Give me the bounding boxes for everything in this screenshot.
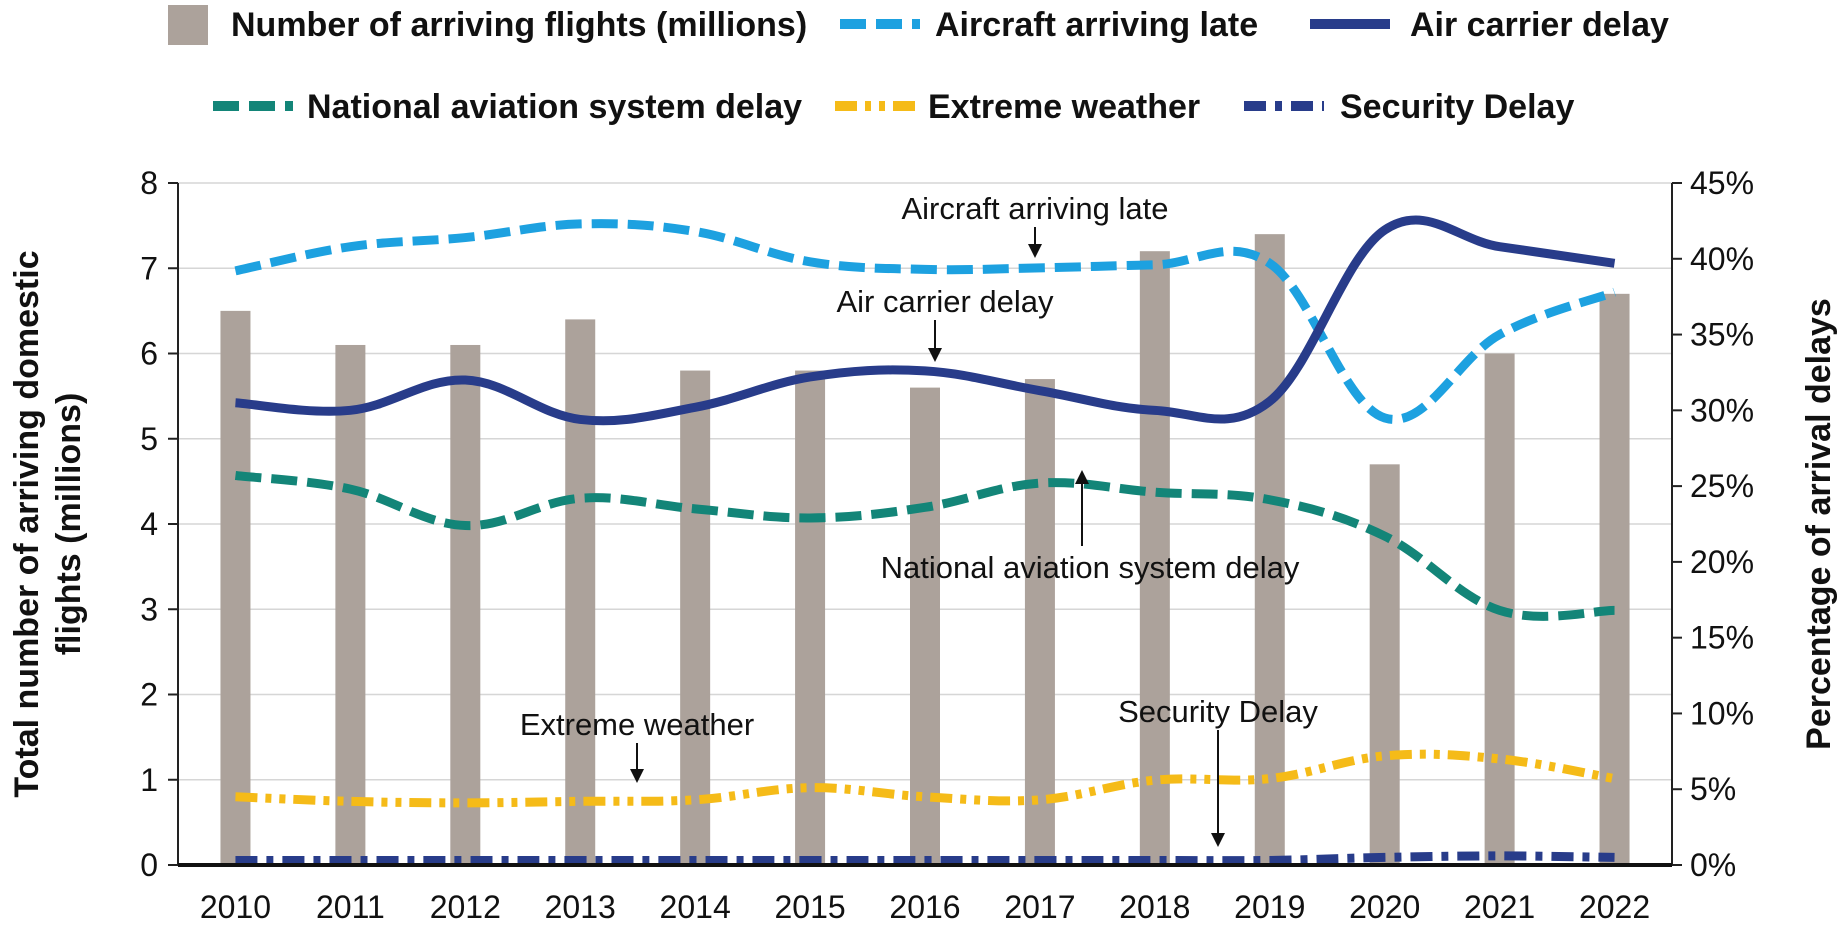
y-right-axis-title: Percentage of arrival delays (1800, 298, 1838, 750)
annotation-arrowhead (1028, 244, 1042, 258)
bar-2019 (1254, 234, 1285, 865)
annotation-arrowhead (1075, 470, 1089, 484)
y-right-tick-label: 35% (1690, 317, 1754, 353)
y-left-tick-label: 6 (140, 336, 158, 372)
bar-2015 (795, 370, 826, 865)
annotation-label: Security Delay (1118, 694, 1318, 729)
y-right-tick-label: 15% (1690, 620, 1754, 656)
y-left-tick-label: 3 (140, 591, 158, 627)
x-tick-label: 2022 (1579, 889, 1650, 925)
series-line-aircraft-arriving-late (234, 219, 1617, 424)
series-line-national-aviation-system-delay (234, 471, 1615, 621)
y-right-tick-label: 0% (1690, 847, 1736, 883)
bar-2010 (220, 310, 251, 865)
y-left-tick-label: 0 (140, 847, 158, 883)
bar-2016 (910, 387, 940, 865)
annotation-arrowhead (1211, 833, 1225, 847)
x-tick-label: 2018 (1119, 889, 1190, 925)
y-right-tick-label: 5% (1690, 771, 1736, 807)
y-left-tick-label: 1 (140, 762, 158, 798)
annotation-label: Aircraft arriving late (901, 191, 1168, 226)
legend-label: National aviation system delay (307, 88, 802, 126)
bar-2018 (1139, 251, 1170, 865)
annotation-arrowhead (928, 348, 942, 362)
x-tick-label: 2017 (1004, 889, 1075, 925)
x-tick-label: 2011 (316, 889, 385, 925)
bar-series (220, 234, 1630, 866)
y-left-tick-label: 7 (140, 250, 158, 286)
x-tick-label: 2021 (1464, 889, 1535, 925)
y-right-tick-label: 10% (1690, 695, 1754, 731)
x-tick-label: 2020 (1349, 889, 1420, 925)
legend-label: Aircraft arriving late (935, 6, 1258, 44)
annotation-label: National aviation system delay (881, 550, 1300, 585)
bar-2014 (680, 370, 711, 865)
bar-2022 (1599, 293, 1630, 865)
annotation-arrowhead (630, 769, 644, 783)
legend-label: Number of arriving flights (millions) (231, 6, 807, 44)
bar-2011 (335, 344, 366, 866)
y-left-axis-title-line1: Total number of arriving domestic (8, 250, 46, 797)
legend-label: Security Delay (1340, 88, 1574, 126)
y-right-tick-label: 25% (1690, 468, 1754, 504)
bar-2017 (1024, 379, 1055, 865)
bar-2020 (1369, 464, 1400, 865)
y-right-tick-label: 40% (1690, 241, 1754, 277)
y-left-tick-label: 4 (140, 506, 158, 542)
bar-2013 (565, 319, 596, 865)
y-right-tick-label: 20% (1690, 544, 1754, 580)
legend-swatch-bar (168, 5, 208, 45)
x-tick-label: 2010 (200, 889, 271, 925)
series-line-air-carrier-delay (235, 215, 1616, 426)
axes: 0 1 2 3 4 5 6 7 8 0% 5% 10% 15% 20% 25% 30% 35% 40% 45% 201… (8, 165, 1838, 925)
line-series (234, 215, 1617, 866)
x-tick-label: 2012 (430, 889, 501, 925)
series-line-security-delay (235, 851, 1615, 866)
y-left-tick-label: 2 (140, 677, 158, 713)
legend: Number of arriving flights (millions) Air… (168, 5, 1669, 126)
legend-label: Air carrier delay (1410, 6, 1669, 44)
x-tick-label: 2014 (660, 889, 731, 925)
annotation-label: Extreme weather (520, 707, 754, 742)
y-right-tick-label: 30% (1690, 392, 1754, 428)
x-tick-label: 2015 (774, 889, 845, 925)
legend-label: Extreme weather (928, 88, 1200, 126)
annotation-label: Air carrier delay (836, 284, 1054, 319)
y-left-tick-label: 8 (140, 165, 158, 201)
y-left-axis-title-line2: flights (millions) (50, 393, 88, 656)
x-tick-label: 2019 (1234, 889, 1305, 925)
y-right-tick-label: 45% (1690, 165, 1754, 201)
bar-2012 (450, 344, 481, 866)
annotations: Aircraft arriving late Air carrier delay N… (520, 191, 1318, 847)
y-left-tick-label: 5 (140, 421, 158, 457)
x-tick-label: 2013 (545, 889, 616, 925)
x-tick-label: 2016 (889, 889, 960, 925)
